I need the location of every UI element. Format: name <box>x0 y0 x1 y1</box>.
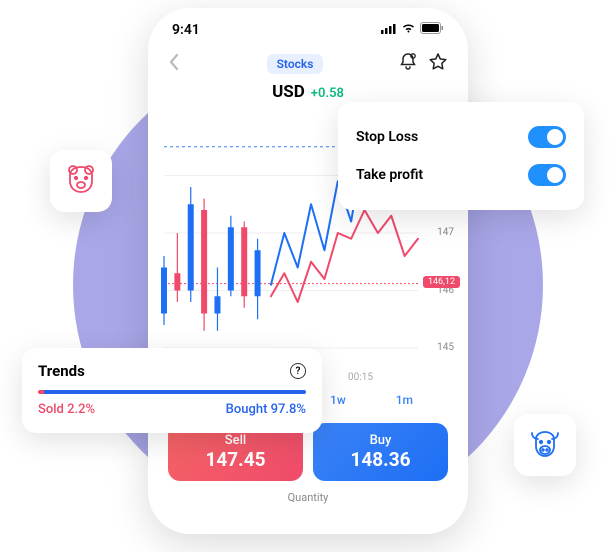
timeframe-option[interactable]: 1m <box>396 393 413 407</box>
bear-card <box>50 150 112 212</box>
wifi-icon <box>401 22 416 38</box>
buy-price: 148.36 <box>313 448 448 471</box>
stop-loss-label: Stop Loss <box>356 129 418 145</box>
change-label: +0.58 <box>311 86 344 101</box>
back-button[interactable] <box>168 53 192 75</box>
bought-label: Bought 97.8% <box>226 402 306 417</box>
status-icons <box>381 22 444 38</box>
status-time: 9:41 <box>172 22 200 38</box>
stop-loss-row: Stop Loss <box>356 118 566 156</box>
bull-card <box>514 414 576 476</box>
timeframe-option[interactable]: 1w <box>330 393 346 407</box>
star-icon[interactable] <box>428 52 448 76</box>
take-profit-toggle[interactable] <box>528 164 566 186</box>
help-icon[interactable]: ? <box>290 363 306 379</box>
sold-label: Sold 2.2% <box>38 402 95 417</box>
phone-frame: 9:41 Stocks USD +0.58 <box>148 8 468 534</box>
sell-label: Sell <box>168 433 303 448</box>
options-card: Stop Loss Take profit <box>338 102 584 210</box>
signal-icon <box>381 22 397 38</box>
bought-segment <box>44 390 306 394</box>
trends-card: Trends ? Sold 2.2% Bought 97.8% <box>22 348 322 433</box>
sell-price: 147.45 <box>168 448 303 471</box>
x-tick: 00:15 <box>348 372 373 383</box>
price-marker: 146,12 <box>423 276 460 288</box>
trends-bar <box>38 390 306 394</box>
bell-icon[interactable] <box>398 52 418 76</box>
buy-button[interactable]: Buy 148.36 <box>313 423 448 481</box>
take-profit-label: Take profit <box>356 167 423 183</box>
bull-icon <box>527 425 563 465</box>
trends-title: Trends <box>38 362 85 380</box>
buy-label: Buy <box>313 433 448 448</box>
status-bar: 9:41 <box>148 8 468 44</box>
category-badge[interactable]: Stocks <box>267 54 324 74</box>
quantity-label: Quantity <box>148 487 468 504</box>
symbol-label: USD <box>272 82 305 102</box>
nav-row: Stocks <box>148 44 468 80</box>
bear-icon <box>63 161 99 201</box>
stop-loss-toggle[interactable] <box>528 126 566 148</box>
y-tick: 147 <box>437 227 454 238</box>
take-profit-row: Take profit <box>356 156 566 194</box>
battery-icon <box>420 22 444 38</box>
y-tick: 145 <box>437 342 454 353</box>
